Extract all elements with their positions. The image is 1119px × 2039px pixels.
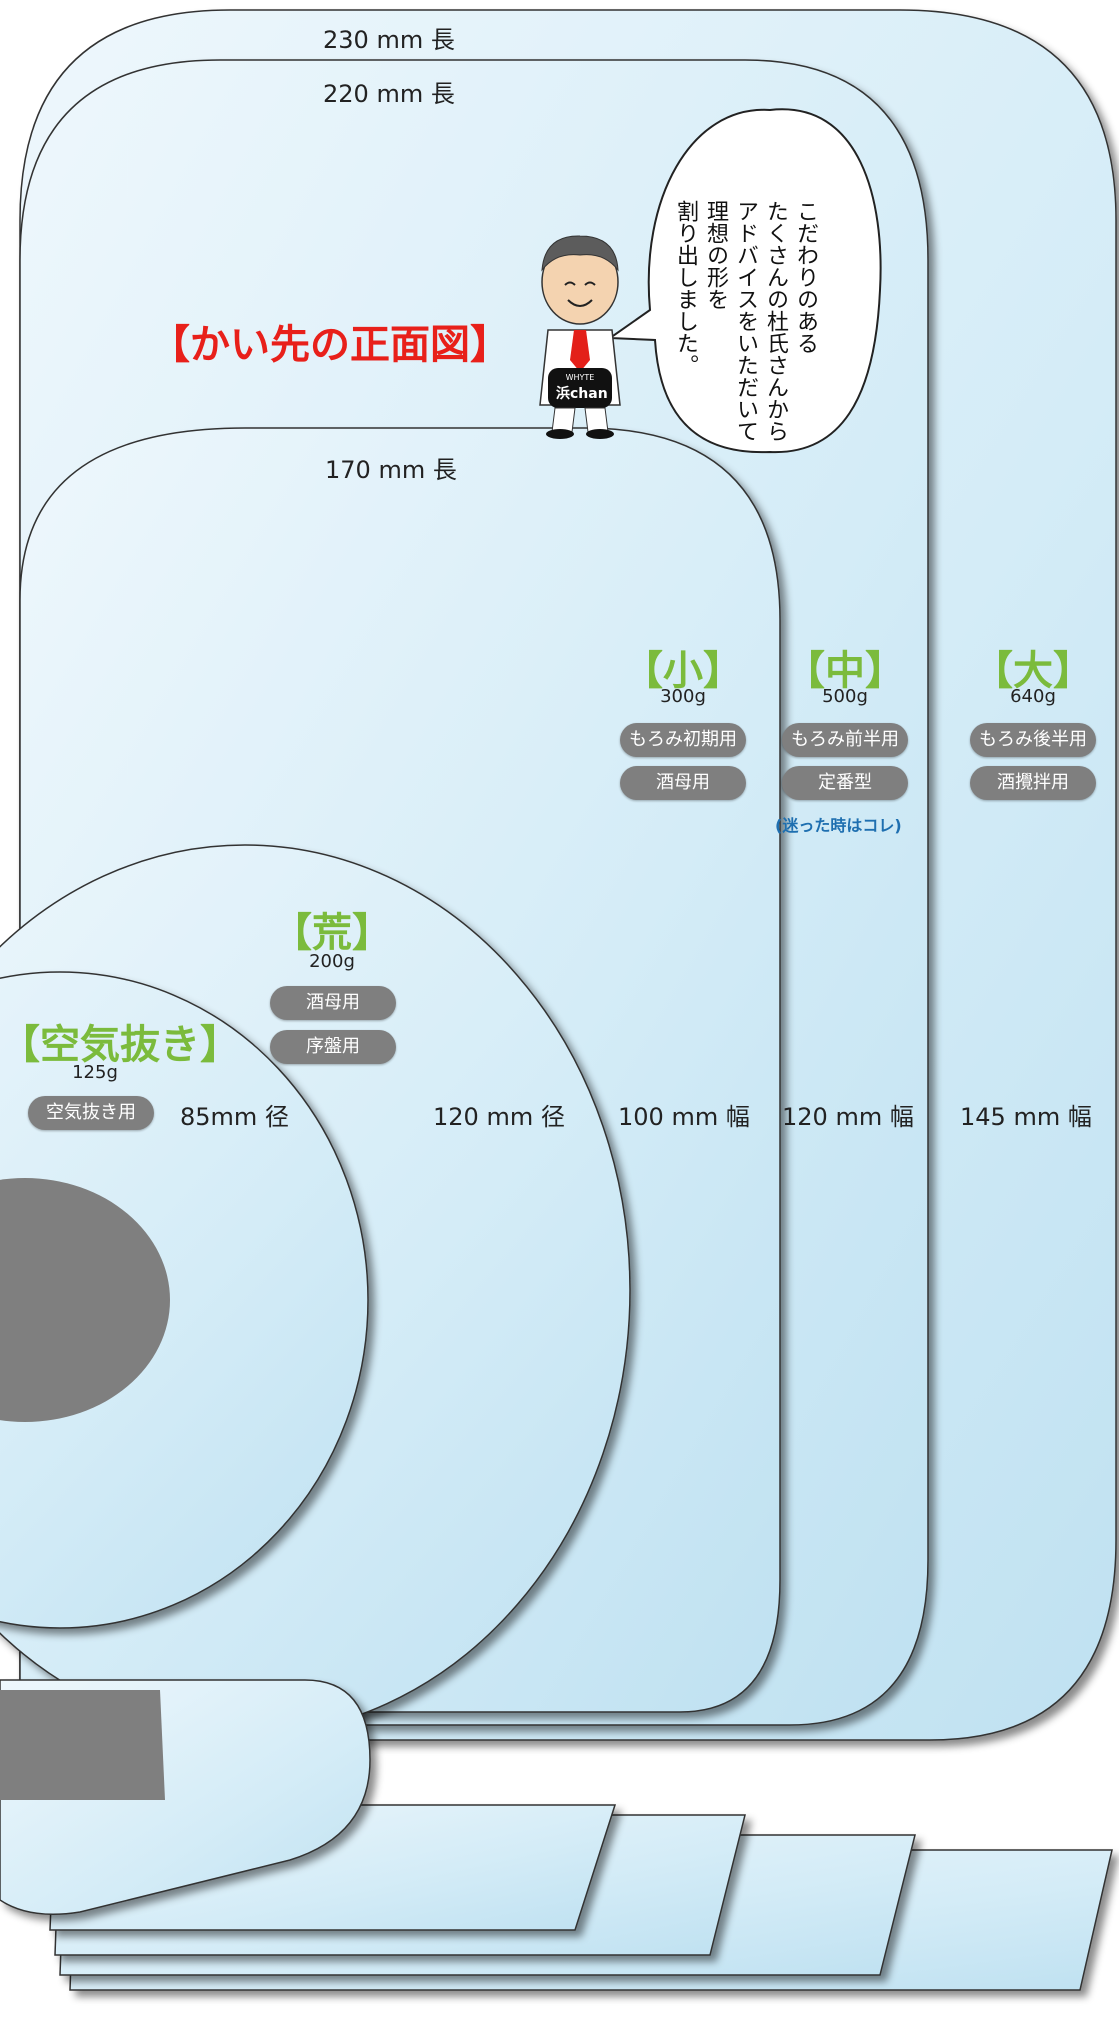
mascot-illustration bbox=[539, 235, 621, 439]
page-title: 【かい先の正面図】 bbox=[150, 322, 510, 368]
rough-heading: 【荒】 bbox=[272, 910, 392, 956]
large-heading: 【大】 bbox=[973, 648, 1093, 694]
speech-bubble bbox=[607, 108, 882, 454]
small-use-1: もろみ初期用 bbox=[620, 723, 746, 757]
diameter-120-label: 120 mm 径 bbox=[433, 1103, 565, 1131]
small-heading: 【小】 bbox=[623, 648, 743, 694]
air-use-1: 空気抜き用 bbox=[28, 1096, 154, 1130]
large-use-2: 酒攪拌用 bbox=[970, 766, 1096, 800]
mascot-name: 浜chan bbox=[556, 386, 608, 402]
air-heading: 【空気抜き】 bbox=[0, 1022, 240, 1068]
disc-hole bbox=[0, 1178, 170, 1422]
disc-air bbox=[0, 971, 369, 1629]
rough-use-1: 酒母用 bbox=[270, 986, 396, 1020]
medium-heading: 【中】 bbox=[785, 648, 905, 694]
large-use-1: もろみ後半用 bbox=[970, 723, 1096, 757]
medium-recommend-note: (迷った時はコレ) bbox=[775, 816, 902, 835]
speech-text: こだわりのある たくさんの杜氏さんから アドバイスをいただいて 理想の形を 割り… bbox=[673, 200, 818, 442]
width-120-label: 120 mm 幅 bbox=[782, 1103, 914, 1131]
air-weight: 125g bbox=[72, 1062, 118, 1083]
width-100-label: 100 mm 幅 bbox=[618, 1103, 750, 1131]
length-170-label: 170 mm 長 bbox=[325, 456, 457, 484]
diameter-85-label: 85mm 径 bbox=[180, 1103, 289, 1131]
handle-grip bbox=[0, 1690, 165, 1800]
large-weight: 640g bbox=[1010, 686, 1056, 707]
small-use-2: 酒母用 bbox=[620, 766, 746, 800]
medium-use-2: 定番型 bbox=[782, 766, 908, 800]
length-220-label: 220 mm 長 bbox=[323, 80, 455, 108]
mascot-brand: WHYTE bbox=[565, 373, 595, 382]
medium-weight: 500g bbox=[822, 686, 868, 707]
length-230-label: 230 mm 長 bbox=[323, 26, 455, 54]
width-145-label: 145 mm 幅 bbox=[960, 1103, 1092, 1131]
rough-use-2: 序盤用 bbox=[270, 1030, 396, 1064]
rough-weight: 200g bbox=[309, 951, 355, 972]
medium-use-1: もろみ前半用 bbox=[782, 723, 908, 757]
small-weight: 300g bbox=[660, 686, 706, 707]
